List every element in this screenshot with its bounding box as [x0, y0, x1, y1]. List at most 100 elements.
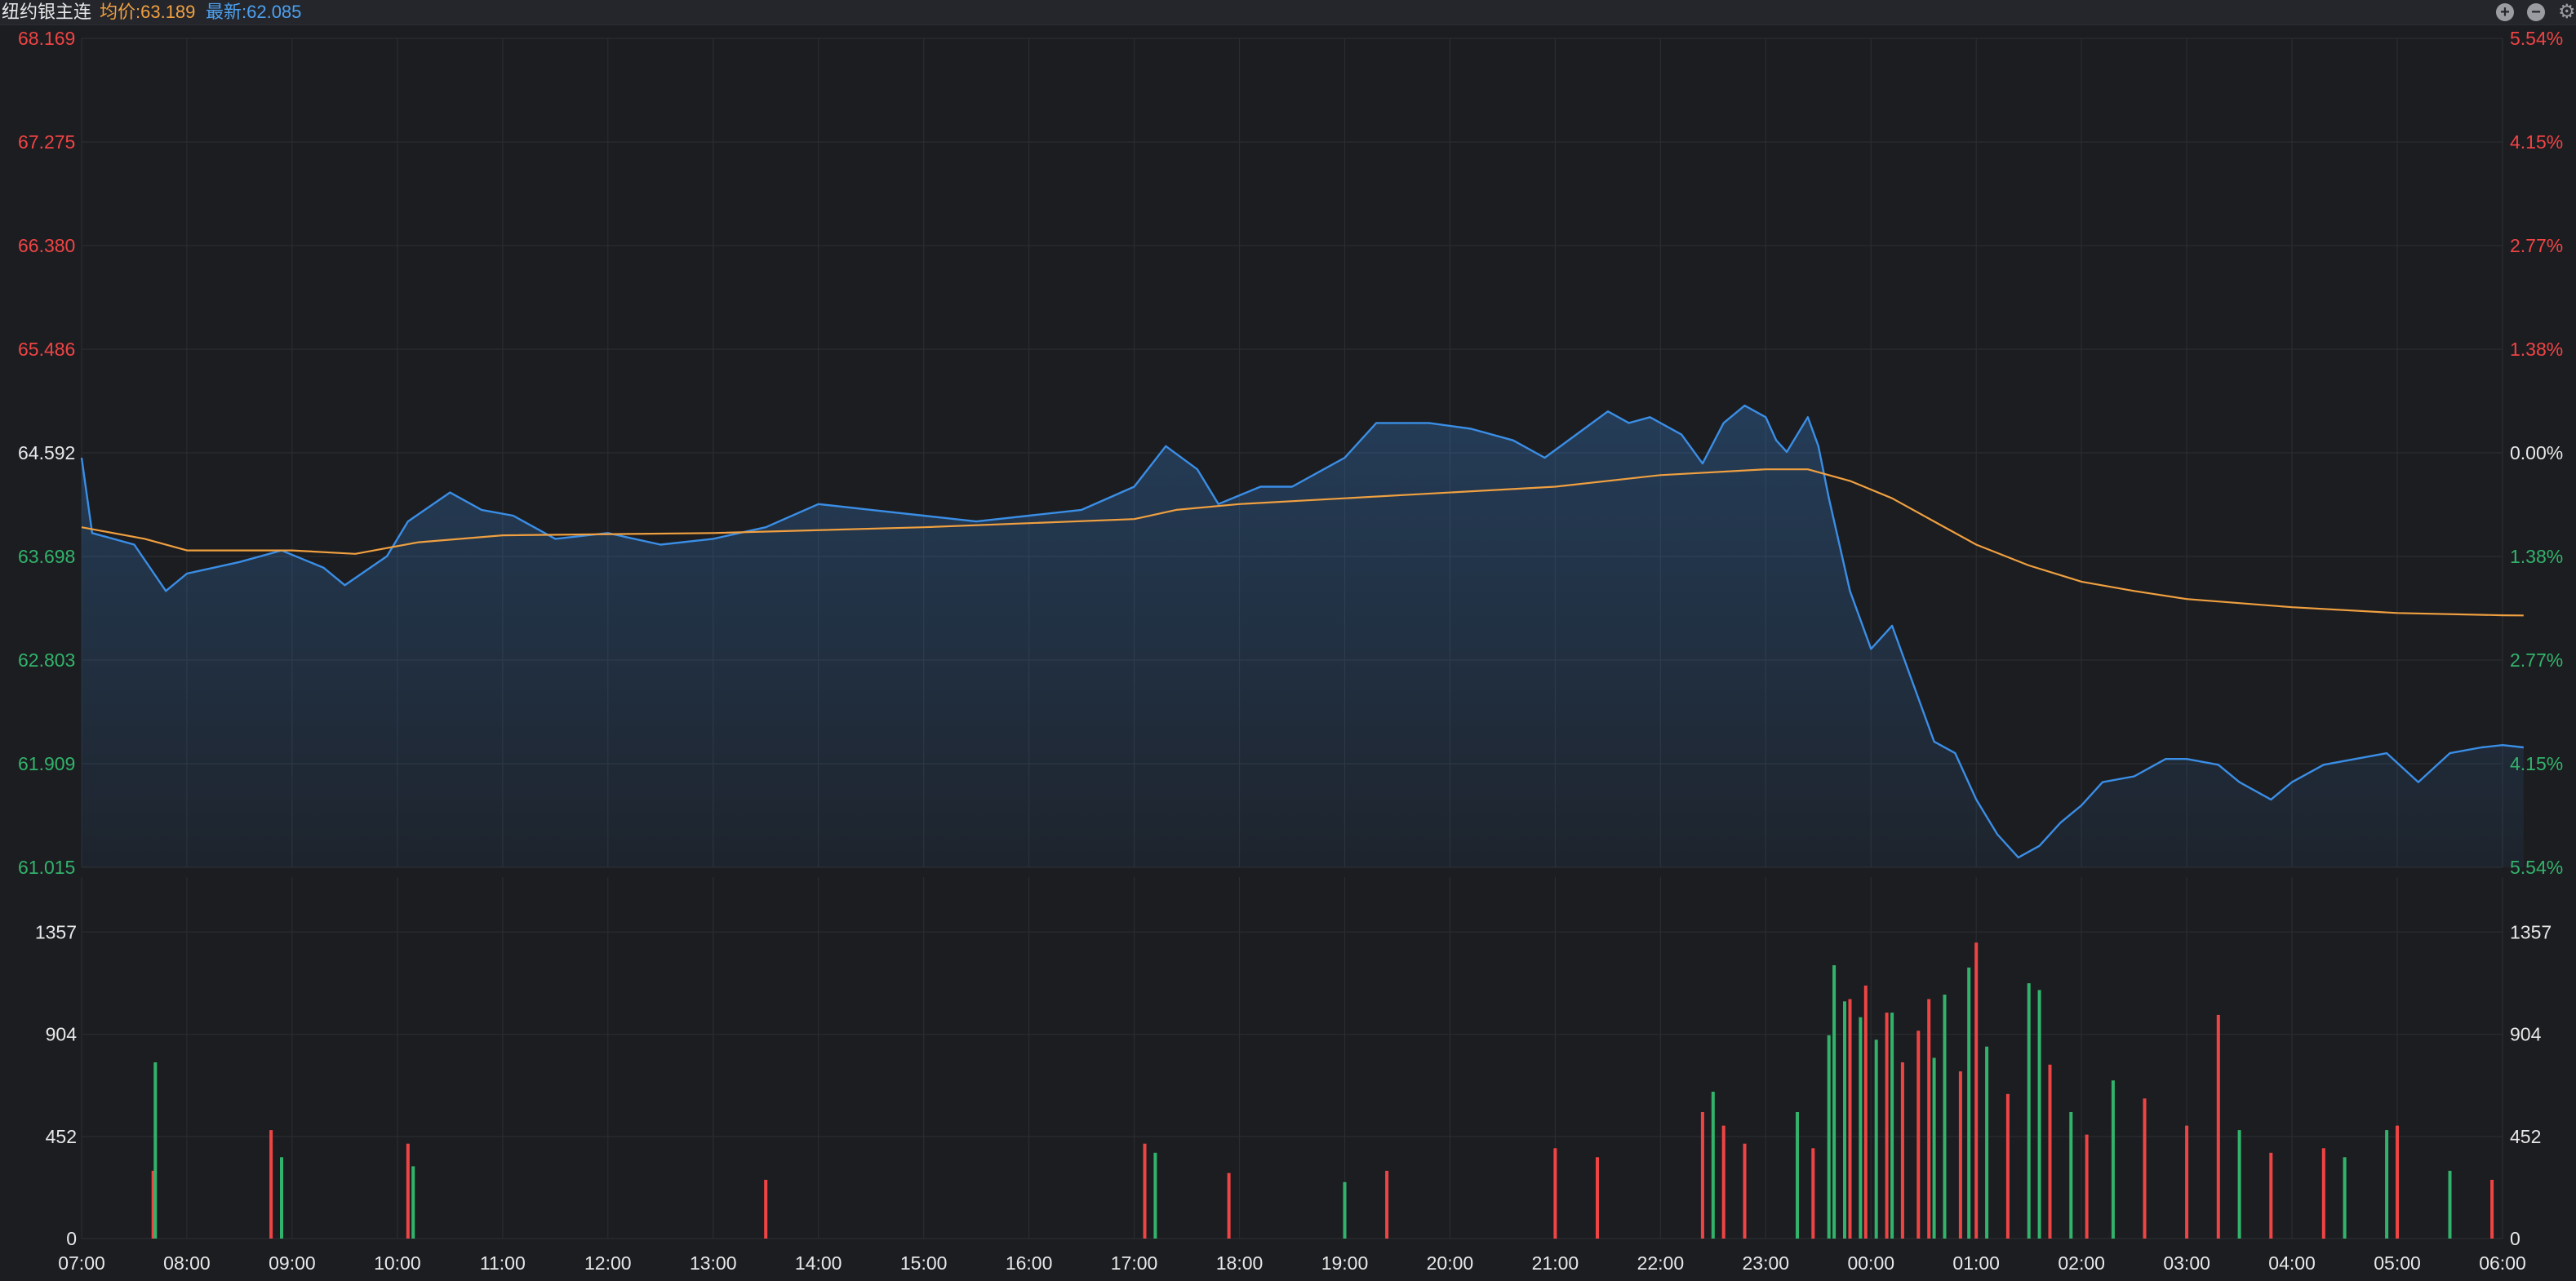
volume-bar: [2216, 1014, 2220, 1239]
time-axis-tick: 12:00: [584, 1252, 632, 1274]
volume-bar: [1885, 1013, 1889, 1239]
time-axis-tick: 16:00: [1006, 1252, 1053, 1274]
time-axis-tick: 11:00: [480, 1252, 526, 1274]
volume-bar: [2111, 1080, 2115, 1239]
time-axis-tick: 05:00: [2374, 1252, 2421, 1274]
percent-axis-tick-right: 2.77%: [2510, 649, 2563, 671]
time-axis-tick: 06:00: [2479, 1252, 2526, 1274]
time-axis-tick: 14:00: [795, 1252, 842, 1274]
volume-bar: [2185, 1125, 2189, 1239]
zoom-in-icon[interactable]: +: [2496, 3, 2514, 21]
time-axis-tick: 13:00: [690, 1252, 737, 1274]
volume-bar: [1811, 1148, 1815, 1239]
volume-bar: [1967, 967, 1971, 1239]
percent-axis-tick-right: 1.38%: [2510, 546, 2563, 567]
volume-bar: [2005, 1093, 2010, 1239]
volume-axis-tick-left: 1357: [35, 921, 77, 942]
volume-bar: [1153, 1152, 1157, 1239]
price-line-series: [80, 404, 2524, 859]
volume-bar: [151, 1170, 155, 1239]
volume-bar: [411, 1166, 415, 1239]
time-axis-tick: 20:00: [1427, 1252, 1474, 1274]
volume-bar: [1700, 1112, 1704, 1239]
time-axis-tick: 01:00: [1952, 1252, 2000, 1274]
volume-bar: [1711, 1092, 1715, 1239]
price-area-fill: [82, 406, 2524, 868]
volume-bar: [1874, 1039, 1878, 1239]
percent-axis-tick-right: 4.15%: [2510, 131, 2563, 153]
volume-bar: [1958, 1071, 1962, 1239]
volume-bar: [1385, 1170, 1389, 1239]
volume-bar: [1974, 942, 1979, 1239]
time-axis-tick: 00:00: [1847, 1252, 1894, 1274]
time-axis-tick: 17:00: [1111, 1252, 1158, 1274]
time-axis-tick: 02:00: [2058, 1252, 2105, 1274]
volume-bar: [1227, 1172, 1231, 1239]
price-axis-tick-left: 67.275: [18, 131, 75, 153]
volume-bar: [1721, 1125, 1725, 1239]
volume-bar: [2069, 1112, 2073, 1239]
volume-bar: [1863, 985, 1868, 1239]
volume-bar: [1932, 1057, 1936, 1239]
price-axis-tick-left: 66.380: [18, 235, 75, 256]
volume-bar: [153, 1062, 158, 1239]
volume-bar: [1848, 999, 1852, 1239]
volume-bar: [2085, 1134, 2089, 1239]
volume-bar: [1796, 1112, 1799, 1239]
percent-axis-tick-right: 2.77%: [2510, 235, 2563, 256]
volume-bar: [2269, 1152, 2273, 1239]
volume-bar: [1927, 999, 1931, 1239]
volume-bar: [2237, 1130, 2241, 1239]
time-axis-tick: 18:00: [1216, 1252, 1264, 1274]
chart-header: 纽约银主连 均价:63.189 最新:62.085 + − ⚙: [0, 0, 2576, 25]
volume-bar: [1553, 1148, 1557, 1239]
volume-bar: [764, 1180, 768, 1239]
instrument-name: 纽约银主连: [2, 2, 92, 22]
volume-bar: [2048, 1064, 2052, 1239]
volume-bar: [2343, 1157, 2347, 1239]
volume-bar: [1343, 1181, 1347, 1239]
percent-axis-tick-right: 0.00%: [2510, 442, 2563, 463]
volume-axis-tick-right: 0: [2510, 1228, 2520, 1249]
settings-gear-icon[interactable]: ⚙: [2558, 2, 2576, 23]
volume-axis-tick-right: 1357: [2510, 921, 2552, 942]
price-axis-tick-left: 65.486: [18, 339, 75, 360]
volume-bar: [1943, 995, 1947, 1239]
volume-bar: [2143, 1098, 2147, 1239]
volume-axis-tick-left: 0: [66, 1228, 77, 1249]
price-axis-tick-left: 64.592: [18, 442, 75, 463]
price-axis-tick-left: 62.803: [18, 649, 75, 671]
volume-bar: [1832, 965, 1837, 1239]
time-axis-tick: 07:00: [58, 1252, 105, 1274]
volume-bar: [280, 1157, 283, 1239]
last-price-label: 最新:62.085: [206, 2, 302, 22]
volume-axis-tick-left: 452: [46, 1126, 77, 1147]
volume-axis-tick-left: 904: [46, 1024, 78, 1045]
percent-axis-tick-right: 5.54%: [2510, 28, 2563, 49]
volume-bar: [2037, 990, 2041, 1239]
volume-bar: [2396, 1125, 2399, 1239]
percent-axis-tick-right: 5.54%: [2510, 857, 2563, 878]
volume-bar: [1916, 1031, 1921, 1239]
volume-axis-tick-right: 904: [2510, 1024, 2542, 1045]
time-axis-tick: 22:00: [1637, 1252, 1685, 1274]
time-axis-tick: 23:00: [1743, 1252, 1790, 1274]
average-price-label: 均价:63.189: [100, 2, 196, 22]
volume-bar: [1859, 1017, 1863, 1239]
volume-bar: [2490, 1180, 2494, 1239]
volume-bar: [406, 1143, 410, 1239]
price-axis-tick-left: 68.169: [18, 28, 75, 49]
volume-bar: [1827, 1035, 1831, 1239]
volume-bar: [1900, 1062, 1904, 1239]
volume-bar: [1890, 1013, 1894, 1239]
volume-bar: [2027, 983, 2031, 1239]
price-axis-tick-left: 61.015: [18, 857, 75, 878]
zoom-out-icon[interactable]: −: [2527, 3, 2545, 21]
time-axis-tick: 10:00: [374, 1252, 421, 1274]
time-axis-tick: 15:00: [900, 1252, 948, 1274]
price-axis-tick-left: 63.698: [18, 546, 75, 567]
volume-bar: [1843, 1001, 1846, 1239]
volume-bar: [269, 1130, 273, 1239]
